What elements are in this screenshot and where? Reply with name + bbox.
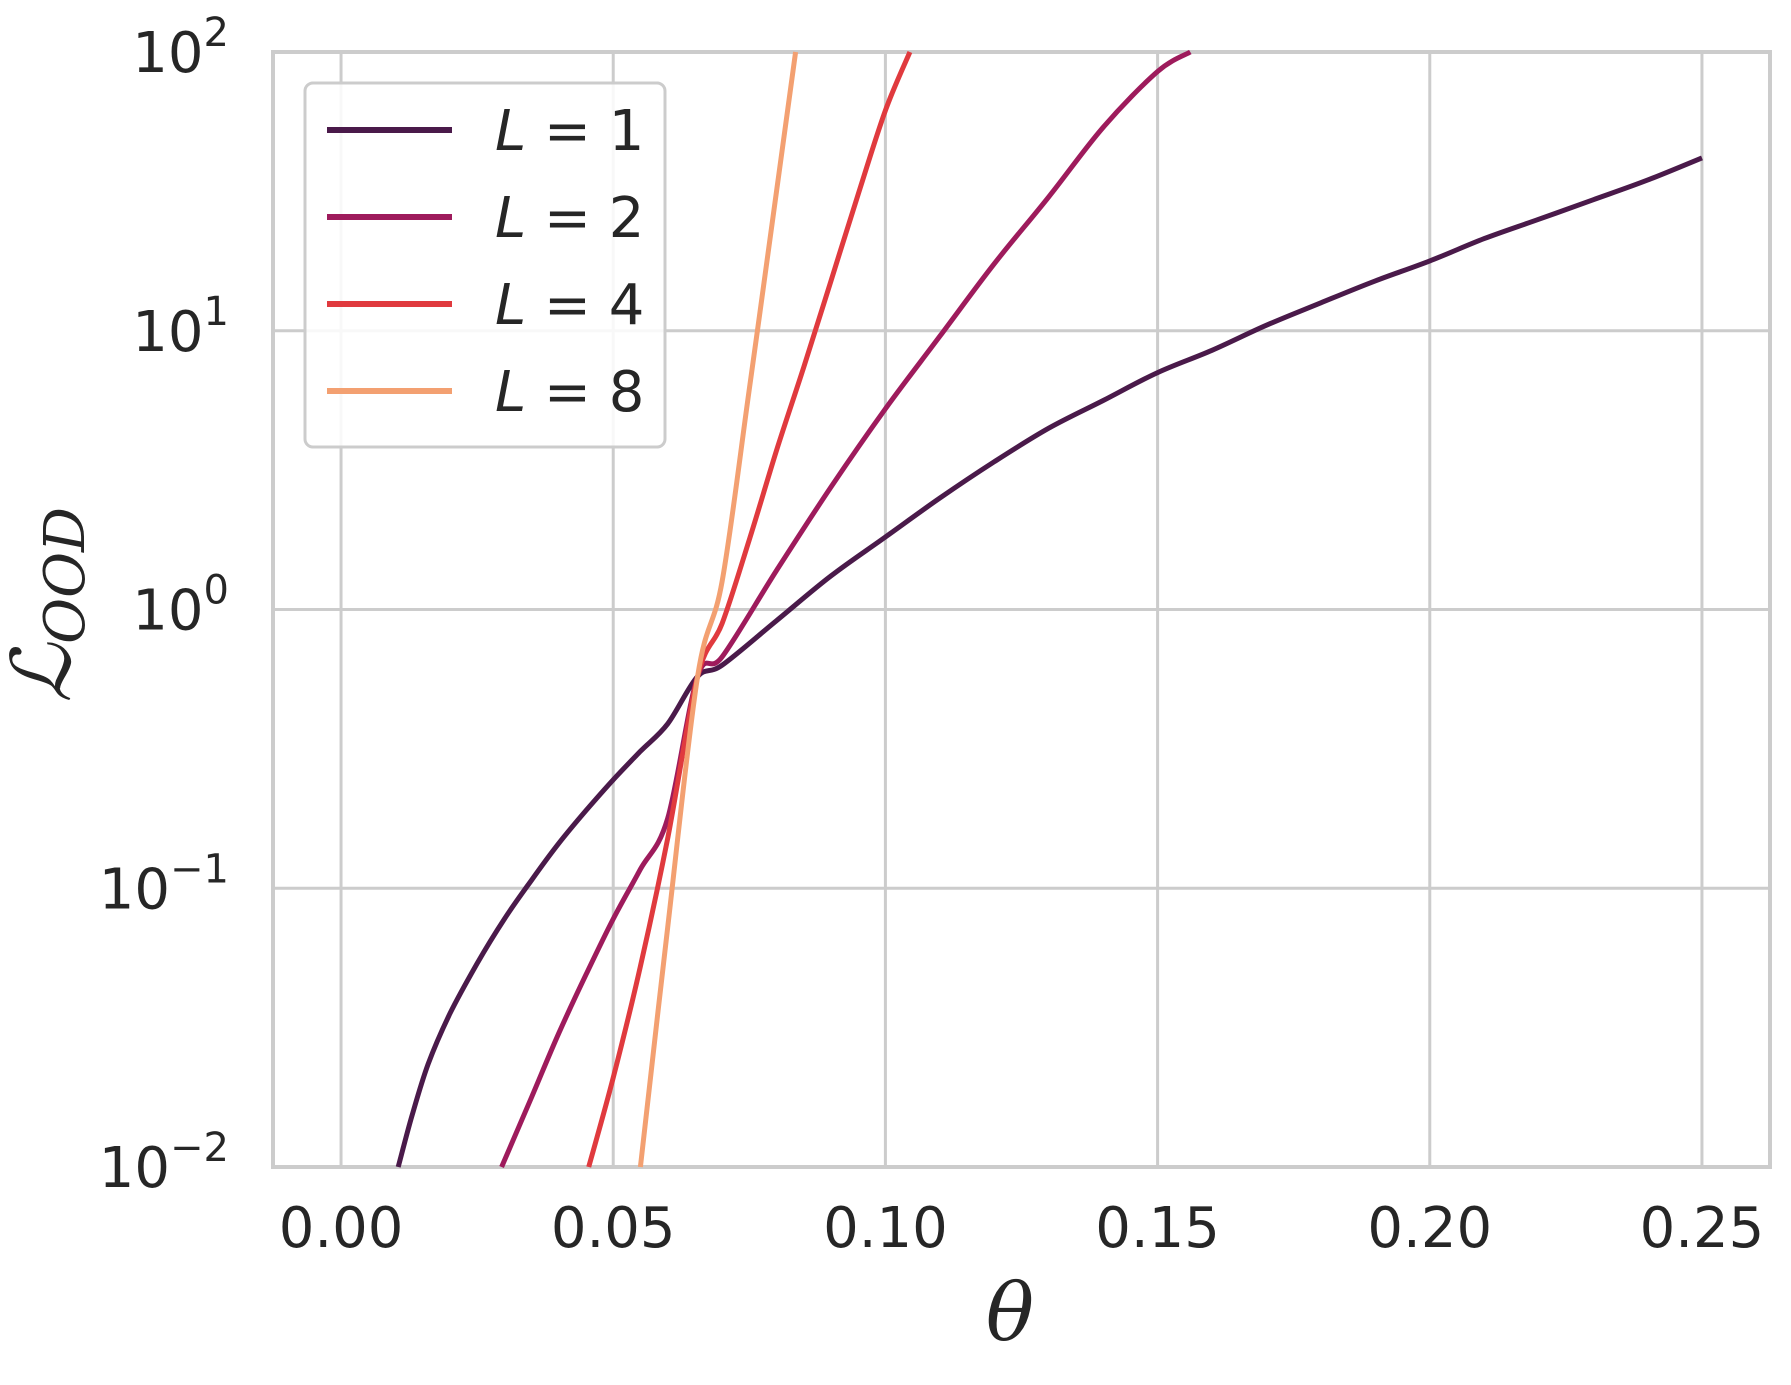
y-axis-label: ℒOOD <box>0 507 98 703</box>
y-tick-labels: 10−2 10−1 100 101 102 <box>99 10 229 1201</box>
x-tick-label-0: 0.00 <box>279 1196 404 1261</box>
y-axis-label-subscript: OOD <box>33 507 98 644</box>
x-tick-labels: 0.00 0.05 0.10 0.15 0.20 0.25 <box>279 1196 1765 1261</box>
y-tick-label-1: 10−1 <box>99 846 229 922</box>
legend-frame <box>303 81 667 449</box>
x-tick-label-3: 0.15 <box>1095 1196 1220 1261</box>
x-tick-label-1: 0.05 <box>551 1196 676 1261</box>
series-group <box>395 49 1703 1168</box>
legend-label-L1: L = 1 <box>495 99 644 164</box>
y-tick-label-3: 101 <box>132 289 229 365</box>
plot-frame <box>271 50 1772 1169</box>
y-axis-label-main: ℒ <box>0 642 90 703</box>
y-tick-label-0: 10−2 <box>99 1125 229 1201</box>
legend: L = 1 L = 2 L = 4 L = 8 <box>303 81 667 449</box>
legend-label-L8: L = 8 <box>495 360 644 425</box>
series-line-L1 <box>395 155 1703 1168</box>
series-line-L4 <box>586 51 913 1168</box>
svg-text:ℒOOD: ℒOOD <box>0 507 98 703</box>
legend-label-L2: L = 2 <box>495 186 644 251</box>
y-tick-label-2: 100 <box>132 568 229 644</box>
x-tick-label-4: 0.20 <box>1367 1196 1492 1261</box>
y-tick-label-4: 102 <box>132 10 229 86</box>
x-tick-label-5: 0.25 <box>1640 1196 1765 1261</box>
series-line-L2 <box>499 49 1192 1168</box>
series-line-L8 <box>637 51 799 1168</box>
legend-label-L4: L = 4 <box>495 273 644 338</box>
x-axis-label: θ <box>986 1266 1034 1359</box>
x-tick-label-2: 0.10 <box>823 1196 948 1261</box>
